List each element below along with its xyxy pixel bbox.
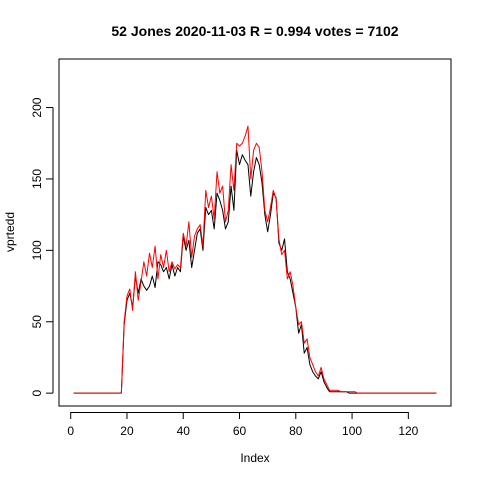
y-axis: 0 50 100 150 200 <box>30 97 54 396</box>
x-tick-label: 80 <box>289 424 303 438</box>
x-axis-label: Index <box>240 451 269 465</box>
x-tick-label: 20 <box>120 424 134 438</box>
x-tick-label: 120 <box>398 424 418 438</box>
series-line-2 <box>73 125 437 394</box>
series-line-1 <box>73 149 437 394</box>
x-tick-label: 0 <box>67 424 74 438</box>
chart-title: 52 Jones 2020-11-03 R = 0.994 votes = 71… <box>111 23 398 39</box>
plot-frame <box>58 58 452 407</box>
y-tick-label: 150 <box>30 169 44 189</box>
y-tick-label: 0 <box>30 389 44 396</box>
x-tick-label: 40 <box>177 424 191 438</box>
y-tick-label: 200 <box>30 97 44 117</box>
x-tick-label: 60 <box>233 424 247 438</box>
x-tick-label: 100 <box>342 424 362 438</box>
series-layer <box>73 125 437 394</box>
x-axis: 0 20 40 60 80 100 120 <box>67 412 419 438</box>
y-tick-label: 100 <box>30 240 44 260</box>
y-axis-label: vprtedd <box>3 212 17 252</box>
y-tick-label: 50 <box>30 315 44 329</box>
